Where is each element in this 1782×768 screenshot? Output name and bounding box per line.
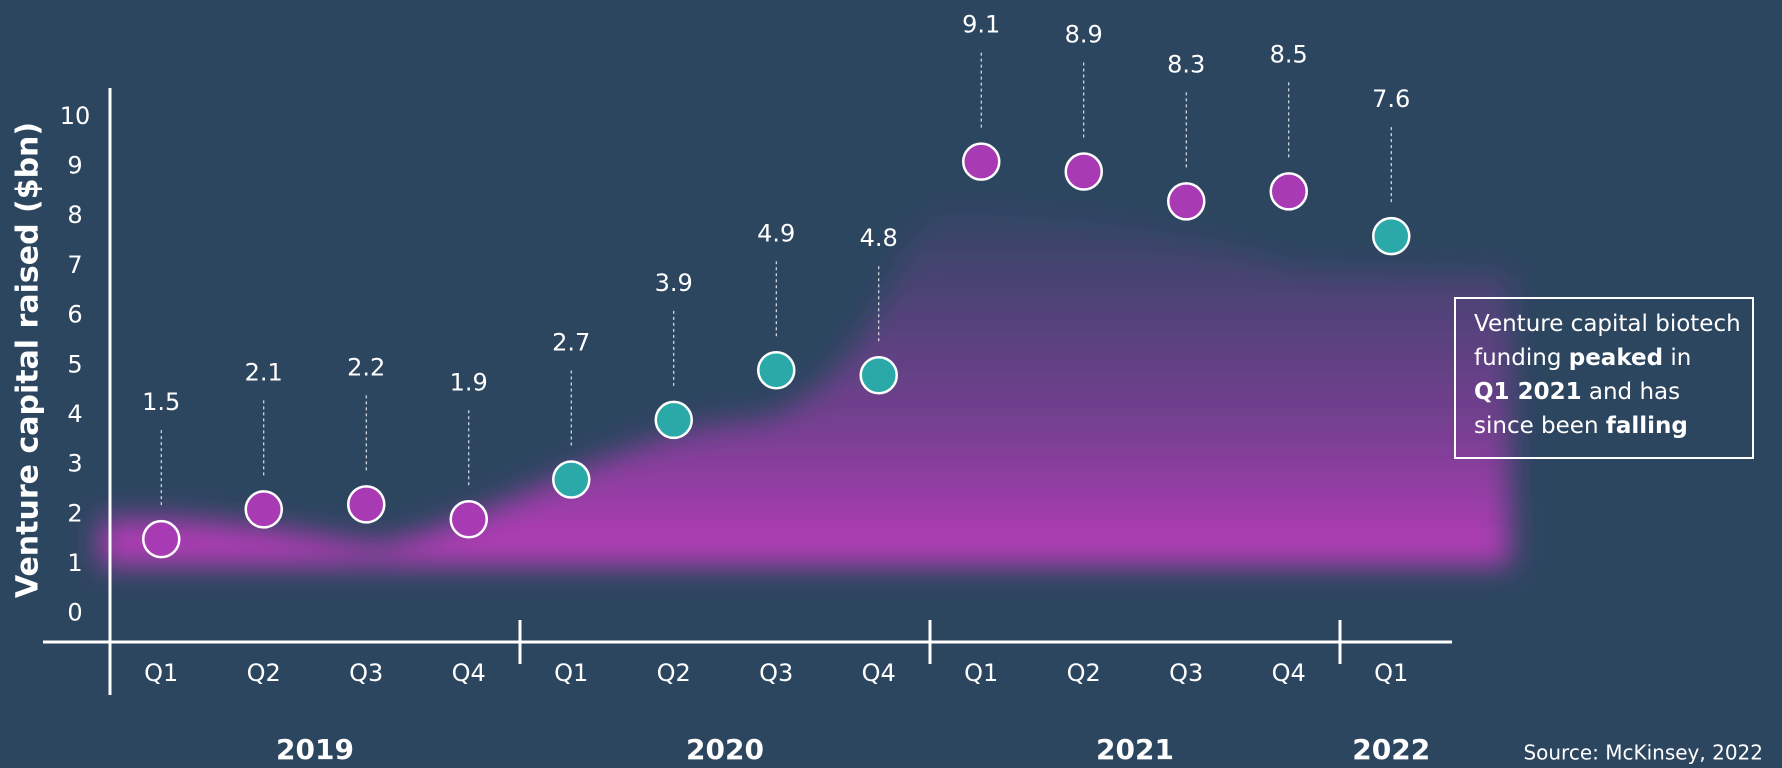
dot [1064,152,1103,191]
dot [552,460,591,499]
annotation-text: since been [1474,413,1606,439]
y-axis-title: Venture capital raised ($bn) [11,122,46,598]
annotation-text: Venture capital biotech [1474,311,1741,337]
value-label: 1.5 [142,388,180,416]
dot [1167,182,1206,221]
dot [244,490,283,529]
dot [962,142,1001,181]
annotation-text: funding [1474,345,1569,371]
annotation-text: in [1663,345,1691,371]
x-tick-label: Q3 [349,659,383,687]
dot [654,400,693,440]
y-tick-label: 10 [60,102,91,130]
dot [1372,216,1411,256]
annotation-box [1454,297,1754,459]
x-tick-label: Q2 [1067,659,1101,687]
value-label: 8.5 [1270,40,1308,68]
value-label: 3.9 [655,269,693,297]
value-label: 2.2 [347,353,385,381]
dot [1269,172,1308,211]
x-tick-label: Q1 [554,659,588,687]
x-tick-label: Q3 [1169,659,1203,687]
annotation-line: Q1 2021 and has [1474,379,1680,405]
value-label: 4.9 [757,219,795,247]
value-label: 7.6 [1372,85,1410,113]
value-label: 8.3 [1167,50,1205,78]
annotation-line: Venture capital biotech [1474,311,1741,337]
y-tick-label: 6 [67,301,82,329]
annotation-text: Q1 2021 [1474,379,1582,405]
x-tick-label: Q2 [657,659,691,687]
value-label: 2.7 [552,329,590,357]
x-tick-label: Q4 [862,659,896,687]
y-tick-label: 9 [67,152,82,180]
annotation-line: since been falling [1474,413,1688,439]
dot [142,519,181,559]
group-label: 2019 [276,733,354,766]
y-tick-label: 8 [67,201,82,229]
y-tick-label: 4 [67,400,82,428]
dot [449,500,488,539]
x-tick-label: Q1 [964,659,998,687]
y-tick-label: 0 [67,599,82,627]
y-tick-label: 2 [67,499,82,527]
group-label: 2021 [1096,733,1174,766]
y-tick-label: 3 [67,450,82,478]
value-label: 9.1 [962,11,1000,39]
x-tick-label: Q4 [1272,659,1306,687]
value-label: 1.9 [450,368,488,396]
source: Source: McKinsey, 2022 [1523,741,1763,765]
y-tick-label: 1 [67,549,82,577]
glow-area [100,210,1510,565]
value-label: 2.1 [245,358,283,386]
annotation-text: and has [1582,379,1681,405]
x-tick-label: Q4 [452,659,486,687]
annotation-text: falling [1606,413,1688,439]
dot [859,355,898,395]
annotation-text: peaked [1569,345,1663,371]
dot [757,351,796,390]
dot [347,485,386,524]
x-tick-label: Q3 [759,659,793,687]
x-tick-label: Q1 [1374,659,1408,687]
value-label: 4.8 [860,224,898,252]
annotation-line: funding peaked in [1474,345,1691,371]
group-label: 2020 [686,733,764,766]
value-label: 8.9 [1065,21,1103,49]
y-tick-label: 7 [67,251,82,279]
y-tick-label: 5 [67,350,82,378]
group-label: 2022 [1352,733,1430,766]
x-tick-label: Q2 [247,659,281,687]
x-tick-label: Q1 [144,659,178,687]
